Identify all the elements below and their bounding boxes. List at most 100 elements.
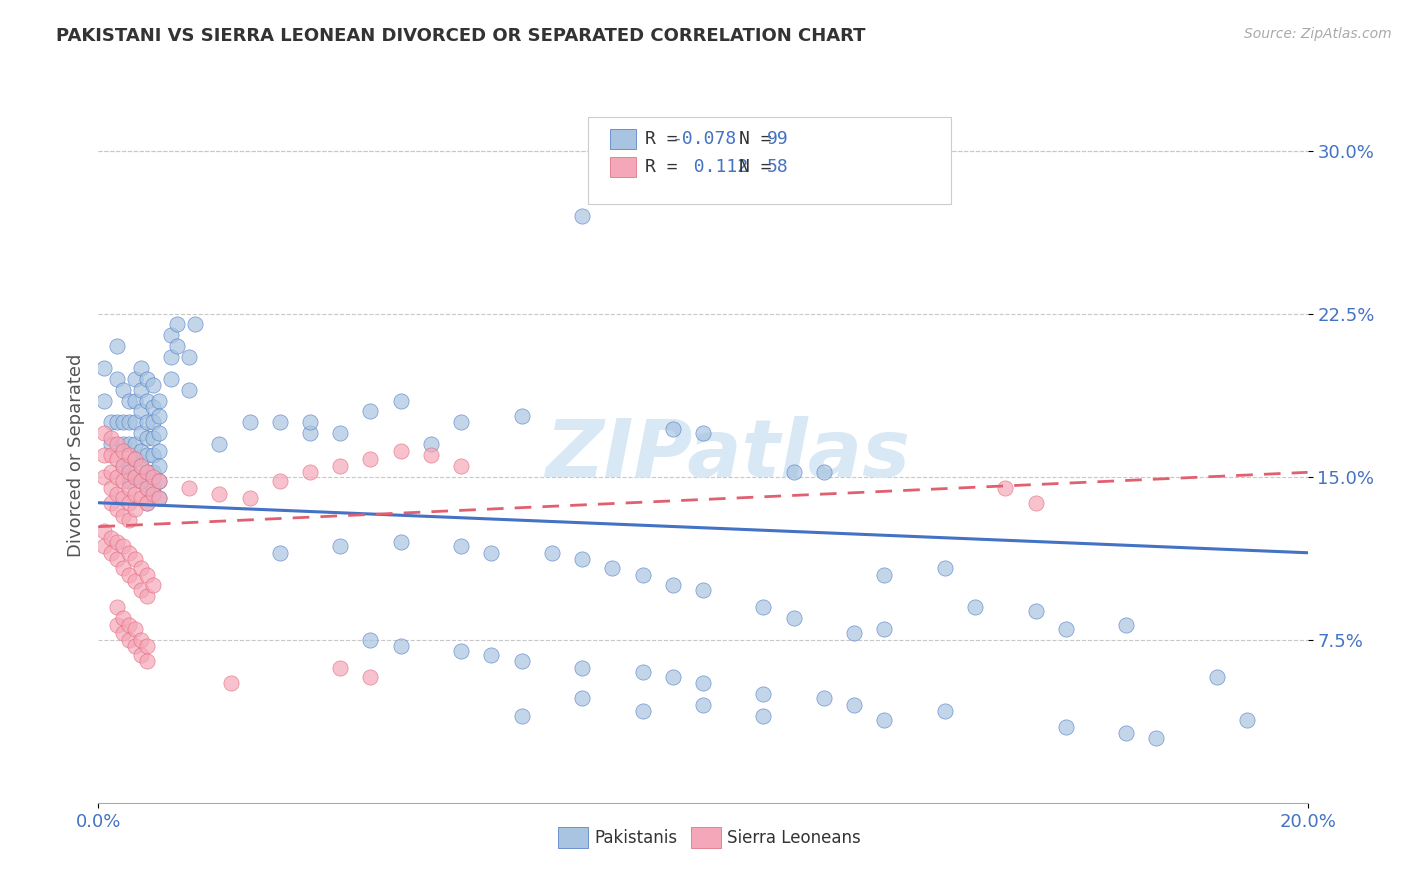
- Point: [450, 539, 472, 553]
- Point: [692, 698, 714, 712]
- Point: [129, 648, 152, 662]
- Point: [135, 481, 157, 495]
- Point: [129, 491, 152, 506]
- Point: [118, 393, 141, 408]
- Bar: [610, 129, 637, 149]
- Point: [571, 661, 593, 675]
- Text: N =: N =: [740, 158, 772, 176]
- Point: [124, 415, 146, 429]
- Point: [844, 626, 866, 640]
- Point: [129, 383, 152, 397]
- Point: [299, 426, 322, 441]
- Point: [105, 617, 128, 632]
- Point: [142, 448, 165, 462]
- Point: [105, 487, 128, 501]
- Point: [129, 474, 152, 488]
- Point: [118, 546, 141, 560]
- Point: [481, 546, 503, 560]
- Point: [93, 426, 115, 441]
- Point: [100, 415, 122, 429]
- Point: [631, 705, 654, 719]
- Point: [142, 469, 165, 483]
- Point: [142, 578, 165, 592]
- Point: [360, 632, 382, 647]
- Point: [160, 350, 183, 364]
- Text: PAKISTANI VS SIERRA LEONEAN DIVORCED OR SEPARATED CORRELATION CHART: PAKISTANI VS SIERRA LEONEAN DIVORCED OR …: [56, 27, 866, 45]
- Point: [965, 600, 987, 615]
- Point: [135, 589, 157, 603]
- Point: [124, 437, 146, 451]
- Point: [118, 513, 141, 527]
- Point: [148, 426, 170, 441]
- Point: [142, 400, 165, 414]
- Bar: [690, 827, 721, 848]
- Point: [813, 691, 835, 706]
- Point: [420, 437, 443, 451]
- Point: [510, 708, 533, 723]
- Point: [166, 318, 188, 332]
- Point: [692, 426, 714, 441]
- Point: [129, 582, 152, 597]
- Point: [142, 415, 165, 429]
- Point: [813, 466, 835, 480]
- Point: [208, 487, 231, 501]
- Point: [661, 422, 683, 436]
- Point: [184, 318, 207, 332]
- Point: [111, 561, 134, 575]
- Point: [1206, 670, 1229, 684]
- Point: [118, 617, 141, 632]
- Point: [148, 491, 170, 506]
- Point: [129, 443, 152, 458]
- Point: [118, 474, 141, 488]
- Point: [221, 676, 243, 690]
- Point: [129, 458, 152, 473]
- Point: [540, 546, 562, 560]
- Point: [631, 567, 654, 582]
- Point: [752, 708, 775, 723]
- Point: [450, 643, 472, 657]
- Point: [124, 372, 146, 386]
- Point: [124, 469, 146, 483]
- Point: [124, 639, 146, 653]
- Point: [100, 448, 122, 462]
- Point: [1115, 617, 1137, 632]
- Point: [299, 466, 322, 480]
- Point: [873, 622, 896, 636]
- Point: [111, 508, 134, 523]
- Point: [118, 466, 141, 480]
- Point: [142, 481, 165, 495]
- Point: [135, 430, 157, 444]
- Point: [389, 534, 412, 549]
- Text: 58: 58: [768, 158, 789, 176]
- Point: [420, 448, 443, 462]
- Point: [994, 481, 1017, 495]
- Point: [148, 409, 170, 423]
- Point: [1144, 731, 1167, 745]
- Point: [100, 430, 122, 444]
- Point: [93, 524, 115, 538]
- Point: [934, 705, 956, 719]
- Point: [105, 437, 128, 451]
- Point: [124, 574, 146, 588]
- Point: [160, 328, 183, 343]
- Point: [239, 491, 262, 506]
- Point: [135, 639, 157, 653]
- Point: [124, 487, 146, 501]
- Text: 0.112: 0.112: [672, 158, 748, 176]
- Point: [661, 578, 683, 592]
- Point: [148, 393, 170, 408]
- Point: [124, 502, 146, 516]
- Point: [129, 474, 152, 488]
- Point: [450, 415, 472, 429]
- Bar: [610, 157, 637, 177]
- Point: [100, 496, 122, 510]
- Point: [360, 670, 382, 684]
- Point: [571, 691, 593, 706]
- FancyBboxPatch shape: [588, 118, 950, 204]
- Point: [389, 393, 412, 408]
- Point: [783, 611, 806, 625]
- Point: [111, 383, 134, 397]
- Point: [1024, 496, 1046, 510]
- Bar: [558, 827, 588, 848]
- Point: [129, 360, 152, 375]
